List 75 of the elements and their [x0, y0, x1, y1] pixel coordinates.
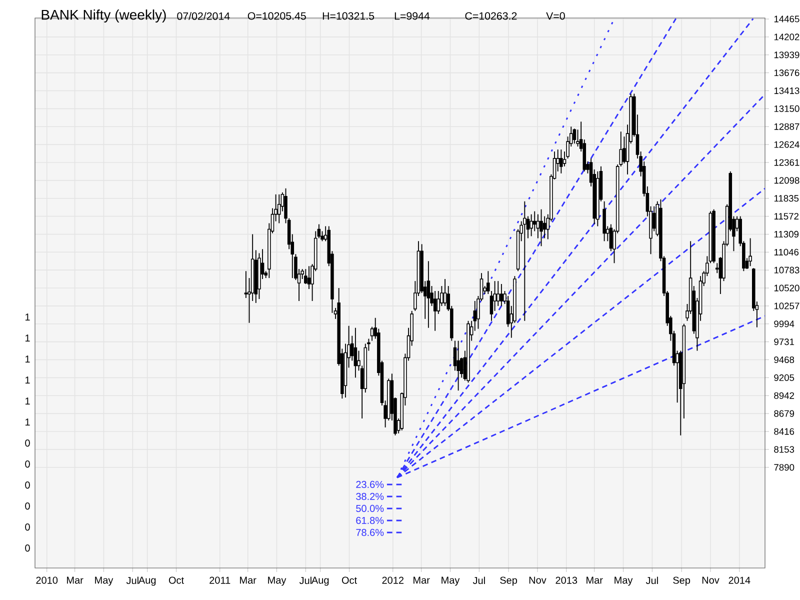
y-tick-label: 11835: [774, 195, 799, 202]
y-tick-label: 10257: [774, 302, 800, 310]
legend-label: 38.2%: [356, 492, 384, 500]
y-tick-label: 14465: [774, 16, 800, 22]
x-tick-label: 2012: [382, 576, 404, 584]
y2-tick-label: 0: [25, 440, 30, 447]
annotation: H=10321.5: [322, 12, 374, 20]
y-tick-label: 12624: [774, 141, 800, 148]
x-tick-label: Mar: [67, 576, 84, 584]
x-tick-label: Oct: [342, 576, 357, 584]
y-tick-label: 9994: [774, 320, 794, 328]
y2-tick-label: 1: [25, 356, 30, 362]
x-tick-label: Sep: [673, 576, 690, 586]
y-tick-label: 12361: [774, 159, 800, 166]
x-tick-label: Mar: [240, 576, 256, 584]
y-tick-label: 11572: [774, 212, 799, 220]
x-tick-label: Sep: [500, 576, 518, 586]
y-tick-label: 9205: [774, 374, 794, 381]
x-tick-label: May: [614, 576, 633, 586]
x-tick-label: 2014: [728, 576, 750, 584]
x-tick-label: Jul: [126, 576, 138, 584]
y-tick-label: 12098: [774, 177, 800, 184]
annotation: O=10205.45: [248, 12, 306, 20]
annotation: C=10263.2: [465, 12, 517, 20]
y-tick-label: 13413: [774, 87, 800, 94]
annotation: L=9944: [394, 12, 430, 20]
y-tick-label: 12887: [774, 123, 800, 130]
y-tick-label: 13150: [774, 105, 800, 112]
x-tick-label: 2013: [556, 576, 578, 584]
y2-tick-label: 0: [25, 524, 30, 531]
y-tick-label: 7890: [774, 464, 794, 471]
legend-label: 78.6%: [356, 528, 384, 536]
y2-tick-label: 1: [25, 376, 30, 384]
y2-tick-label: 0: [25, 544, 30, 552]
y-tick-label: 9468: [774, 356, 794, 364]
y-tick-label: 13939: [774, 52, 800, 58]
y-tick-label: 11309: [774, 230, 799, 238]
x-tick-label: Nov: [702, 576, 720, 584]
y-tick-label: 10520: [774, 284, 800, 292]
x-tick-label: Mar: [586, 576, 603, 584]
y2-tick-label: 1: [25, 314, 30, 320]
y-tick-label: 13676: [774, 70, 800, 76]
x-tick-label: May: [268, 576, 286, 586]
y-tick-label: 9731: [774, 338, 794, 346]
y-tick-label: 8416: [774, 428, 794, 435]
y2-tick-label: 1: [25, 334, 30, 342]
legend-label: 61.8%: [356, 516, 384, 524]
annotation: V=0: [546, 12, 565, 20]
y-tick-label: 14202: [774, 34, 800, 40]
x-tick-label: 2010: [36, 576, 58, 584]
x-tick-label: Nov: [529, 576, 546, 584]
x-tick-label: Aug: [311, 576, 329, 586]
x-tick-label: Oct: [168, 576, 184, 584]
y2-tick-label: 0: [25, 482, 30, 489]
legend-label: 23.6%: [356, 480, 384, 488]
y2-tick-label: 0: [25, 460, 30, 468]
y-tick-label: 8153: [774, 446, 794, 453]
y2-tick-label: 1: [25, 418, 30, 426]
chart-title: BANK Nifty (weekly): [42, 9, 166, 23]
y2-tick-label: 0: [25, 502, 30, 510]
x-tick-label: Aug: [138, 576, 156, 586]
y-tick-label: 8679: [774, 410, 794, 417]
y2-tick-label: 1: [25, 398, 30, 404]
x-tick-label: Mar: [414, 576, 430, 584]
x-tick-label: Jul: [472, 576, 485, 584]
legend-label: 50.0%: [356, 504, 384, 512]
y-tick-label: 10783: [774, 266, 800, 274]
y-tick-label: 11046: [774, 248, 799, 256]
x-tick-label: May: [442, 576, 460, 586]
x-tick-label: Jul: [299, 576, 312, 584]
y-tick-label: 8942: [774, 392, 794, 399]
x-tick-label: Jul: [646, 576, 658, 584]
x-tick-label: May: [95, 576, 114, 586]
x-tick-label: 2011: [210, 576, 230, 584]
annotation: 07/02/2014: [177, 12, 230, 20]
